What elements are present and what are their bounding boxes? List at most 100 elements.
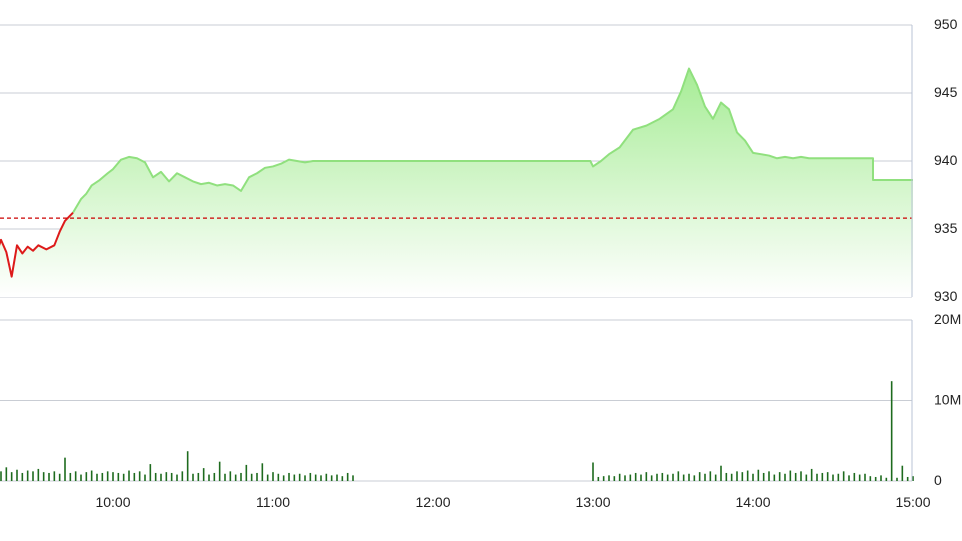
volume-bar bbox=[773, 474, 776, 481]
volume-bar bbox=[810, 468, 813, 481]
volume-bar bbox=[186, 451, 189, 481]
volume-bar bbox=[250, 473, 253, 481]
volume-bar bbox=[293, 474, 296, 481]
volume-bar bbox=[906, 476, 909, 481]
volume-bar bbox=[869, 476, 872, 481]
volume-bar bbox=[842, 471, 845, 481]
volume-bar bbox=[778, 472, 781, 481]
volume-bar bbox=[330, 475, 333, 481]
volume-bar bbox=[858, 474, 861, 481]
volume-bar bbox=[229, 471, 232, 481]
price-tick-935: 935 bbox=[934, 220, 958, 236]
volume-bar bbox=[309, 472, 312, 481]
volume-bar bbox=[117, 472, 120, 481]
time-tick-1000: 10:00 bbox=[95, 494, 130, 510]
volume-bar bbox=[794, 472, 797, 481]
volume-bar bbox=[128, 470, 130, 481]
volume-bar bbox=[96, 473, 98, 481]
volume-bar bbox=[677, 471, 680, 481]
volume-bar bbox=[58, 473, 61, 481]
volume-bar bbox=[277, 473, 280, 481]
volume-bar bbox=[144, 474, 146, 481]
volume-bar bbox=[746, 470, 749, 481]
volume-bar bbox=[304, 475, 306, 481]
volume-bar bbox=[629, 474, 632, 481]
volume-bar bbox=[0, 471, 2, 481]
time-x-ticks: 10:00 11:00 12:00 13:00 14:00 15:00 bbox=[95, 494, 930, 510]
volume-bar bbox=[784, 473, 786, 481]
volume-bar bbox=[256, 472, 258, 481]
volume-bar bbox=[202, 468, 205, 481]
volume-bar bbox=[106, 471, 109, 481]
volume-bar bbox=[821, 472, 824, 481]
volume-bar bbox=[704, 473, 706, 481]
volume-gridlines bbox=[0, 319, 912, 482]
price-area bbox=[0, 68, 913, 297]
volume-bar bbox=[165, 472, 168, 481]
volume-bar bbox=[314, 474, 317, 481]
volume-bar bbox=[901, 465, 904, 481]
volume-bar bbox=[16, 469, 18, 481]
volume-bar bbox=[602, 476, 605, 481]
volume-bar bbox=[170, 472, 173, 481]
volume-bar bbox=[874, 476, 877, 481]
volume-bar bbox=[890, 381, 893, 481]
volume-bar bbox=[122, 473, 125, 481]
volume-bar bbox=[352, 475, 354, 481]
volume-bar bbox=[64, 457, 66, 481]
volume-bar bbox=[346, 472, 349, 481]
volume-bar bbox=[261, 463, 264, 481]
volume-bar bbox=[213, 472, 216, 481]
volume-bar bbox=[26, 470, 29, 481]
volume-bar bbox=[816, 473, 818, 481]
price-panel: 950 945 940 935 930 bbox=[0, 16, 958, 304]
volume-bar bbox=[682, 474, 685, 481]
volume-tick-20m: 20M bbox=[934, 311, 961, 327]
volume-bar bbox=[133, 472, 136, 481]
volume-bar bbox=[272, 472, 274, 481]
volume-bar bbox=[320, 475, 322, 481]
volume-bar bbox=[298, 473, 301, 481]
volume-bar bbox=[757, 469, 760, 481]
price-tick-940: 940 bbox=[934, 152, 958, 168]
price-tick-945: 945 bbox=[934, 84, 958, 100]
volume-panel: 20M 10M 0 10:00 11:00 12:00 13:00 14:00 … bbox=[0, 311, 961, 510]
volume-bar bbox=[224, 473, 226, 481]
volume-bar bbox=[634, 472, 637, 481]
volume-bar bbox=[282, 475, 285, 481]
volume-bar bbox=[730, 473, 733, 481]
volume-bar bbox=[618, 473, 621, 481]
volume-bar bbox=[768, 471, 770, 481]
volume-bar bbox=[752, 473, 754, 481]
price-line-down bbox=[0, 211, 74, 278]
volume-bar bbox=[837, 473, 840, 481]
volume-bar bbox=[666, 474, 669, 481]
volume-bar bbox=[896, 477, 898, 481]
volume-bar bbox=[640, 474, 642, 481]
volume-bar bbox=[832, 474, 834, 481]
volume-bar bbox=[42, 472, 45, 481]
volume-bar bbox=[693, 475, 696, 481]
volume-bar bbox=[112, 472, 114, 481]
volume-bars bbox=[0, 381, 914, 481]
volume-bar bbox=[341, 476, 344, 481]
volume-bar bbox=[650, 475, 653, 481]
volume-bar bbox=[5, 467, 8, 481]
volume-bar bbox=[880, 475, 882, 481]
volume-bar bbox=[154, 472, 157, 481]
volume-bar bbox=[826, 472, 829, 481]
volume-bar bbox=[176, 474, 178, 481]
volume-bar bbox=[698, 472, 701, 481]
volume-bar bbox=[656, 473, 658, 481]
volume-tick-10m: 10M bbox=[934, 392, 961, 408]
volume-bar bbox=[762, 472, 765, 481]
volume-bar bbox=[912, 476, 914, 481]
volume-bar bbox=[69, 472, 72, 481]
volume-bar bbox=[101, 472, 104, 481]
time-tick-1200: 12:00 bbox=[415, 494, 450, 510]
volume-bar bbox=[53, 471, 56, 481]
volume-bar bbox=[613, 476, 616, 481]
volume-bar bbox=[21, 472, 24, 481]
volume-bar bbox=[592, 462, 594, 481]
